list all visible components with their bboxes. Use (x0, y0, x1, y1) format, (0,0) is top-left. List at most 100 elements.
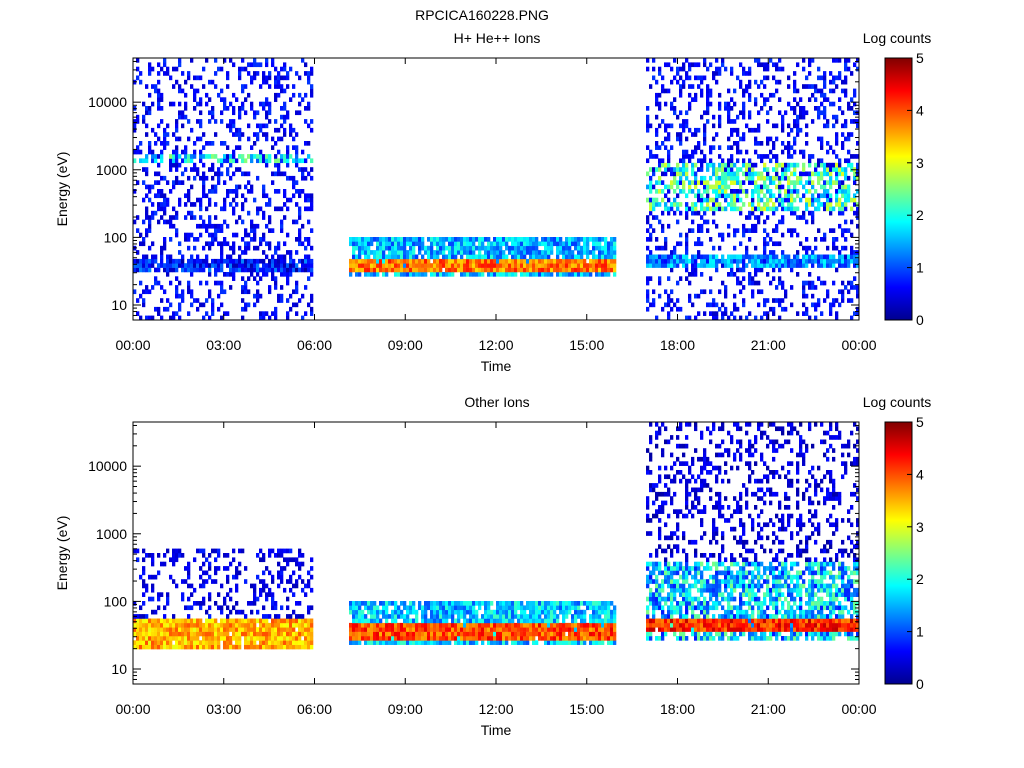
heatmap-cell (724, 258, 728, 264)
heatmap-cell (673, 106, 677, 111)
heatmap-cell (502, 605, 506, 611)
heatmap-cell (742, 92, 746, 98)
heatmap-cell (646, 106, 650, 111)
heatmap-cell (538, 272, 542, 277)
heatmap-cell (811, 119, 815, 124)
heatmap-cell (223, 618, 227, 624)
heatmap-cell (457, 618, 461, 624)
heatmap-cell (721, 315, 725, 321)
heatmap-cell (454, 245, 458, 251)
heatmap-cell (199, 258, 203, 264)
heatmap-cell (364, 640, 368, 645)
heatmap-cell (484, 605, 488, 611)
heatmap-cell (739, 267, 743, 273)
heatmap-cell (190, 215, 194, 220)
heatmap-cell (238, 622, 242, 628)
heatmap-cell (853, 254, 857, 260)
heatmap-cell (757, 171, 761, 177)
heatmap-cell (709, 311, 713, 316)
heatmap-cell (646, 280, 650, 286)
heatmap-cell (160, 158, 164, 164)
heatmap-cell (844, 197, 848, 203)
heatmap-cell (238, 263, 242, 268)
heatmap-cell (184, 232, 188, 238)
heatmap-cell (454, 618, 458, 624)
heatmap-cell (295, 145, 299, 150)
heatmap-cell (187, 285, 191, 290)
heatmap-cell (475, 631, 479, 637)
heatmap-cell (670, 289, 674, 295)
heatmap-cell (547, 272, 551, 277)
heatmap-cell (352, 618, 356, 624)
heatmap-cell (382, 605, 386, 611)
heatmap-cell (682, 162, 686, 168)
heatmap-cell (208, 566, 212, 571)
heatmap-cell (271, 627, 275, 632)
heatmap-cell (148, 263, 152, 268)
heatmap-cell (649, 180, 653, 185)
heatmap-cell (241, 609, 245, 615)
heatmap-cell (295, 636, 299, 641)
heatmap-cell (307, 123, 311, 129)
heatmap-cell (286, 298, 290, 303)
heatmap-cell (277, 84, 281, 89)
heatmap-cell (526, 614, 530, 619)
heatmap-cell (514, 237, 518, 242)
heatmap-cell (208, 219, 212, 225)
heatmap-cell (763, 302, 767, 308)
heatmap-cell (514, 605, 518, 611)
heatmap-cell (751, 189, 755, 194)
heatmap-cell (769, 158, 773, 164)
heatmap-cell (778, 175, 782, 181)
heatmap-cell (232, 574, 236, 580)
heatmap-cell (250, 62, 254, 68)
heatmap-cell (217, 627, 221, 632)
heatmap-cell (739, 189, 743, 194)
heatmap-cell (532, 272, 536, 277)
heatmap-cell (820, 258, 824, 264)
heatmap-cell (793, 123, 797, 129)
heatmap-cell (499, 250, 503, 255)
heatmap-cell (856, 258, 860, 264)
heatmap-cell (280, 579, 284, 584)
heatmap-cell (817, 228, 821, 233)
heatmap-cell (157, 267, 161, 273)
heatmap-cell (589, 267, 593, 273)
heatmap-cell (160, 106, 164, 111)
heatmap-cell (379, 245, 383, 251)
heatmap-cell (133, 601, 137, 606)
heatmap-cell (799, 175, 803, 181)
heatmap-cell (232, 189, 236, 194)
heatmap-cell (808, 258, 812, 264)
heatmap-cell (754, 180, 758, 185)
heatmap-cell (283, 566, 287, 571)
heatmap-cell (475, 622, 479, 628)
heatmap-cell (535, 237, 539, 242)
heatmap-cell (241, 622, 245, 628)
heatmap-cell (784, 145, 788, 150)
heatmap-cell (403, 605, 407, 611)
heatmap-cell (802, 66, 806, 72)
heatmap-cell (766, 189, 770, 194)
heatmap-cell (244, 241, 248, 247)
heatmap-cell (688, 258, 692, 264)
heatmap-cell (445, 614, 449, 619)
heatmap-cell (400, 622, 404, 628)
heatmap-cell (550, 263, 554, 268)
heatmap-cell (838, 75, 842, 81)
heatmap-cell (691, 258, 695, 264)
heatmap-cell (244, 232, 248, 238)
heatmap-cell (229, 175, 233, 181)
heatmap-cell (583, 258, 587, 264)
heatmap-cell (424, 245, 428, 251)
y-axis-label: Energy (eV) (54, 516, 70, 591)
heatmap-cell (217, 631, 221, 637)
heatmap-cell (439, 267, 443, 273)
heatmap-cell (349, 237, 353, 242)
heatmap-cell (598, 267, 602, 273)
heatmap-cell (547, 237, 551, 242)
heatmap-cell (256, 210, 260, 216)
heatmap-cell (205, 627, 209, 632)
heatmap-cell (235, 601, 239, 606)
